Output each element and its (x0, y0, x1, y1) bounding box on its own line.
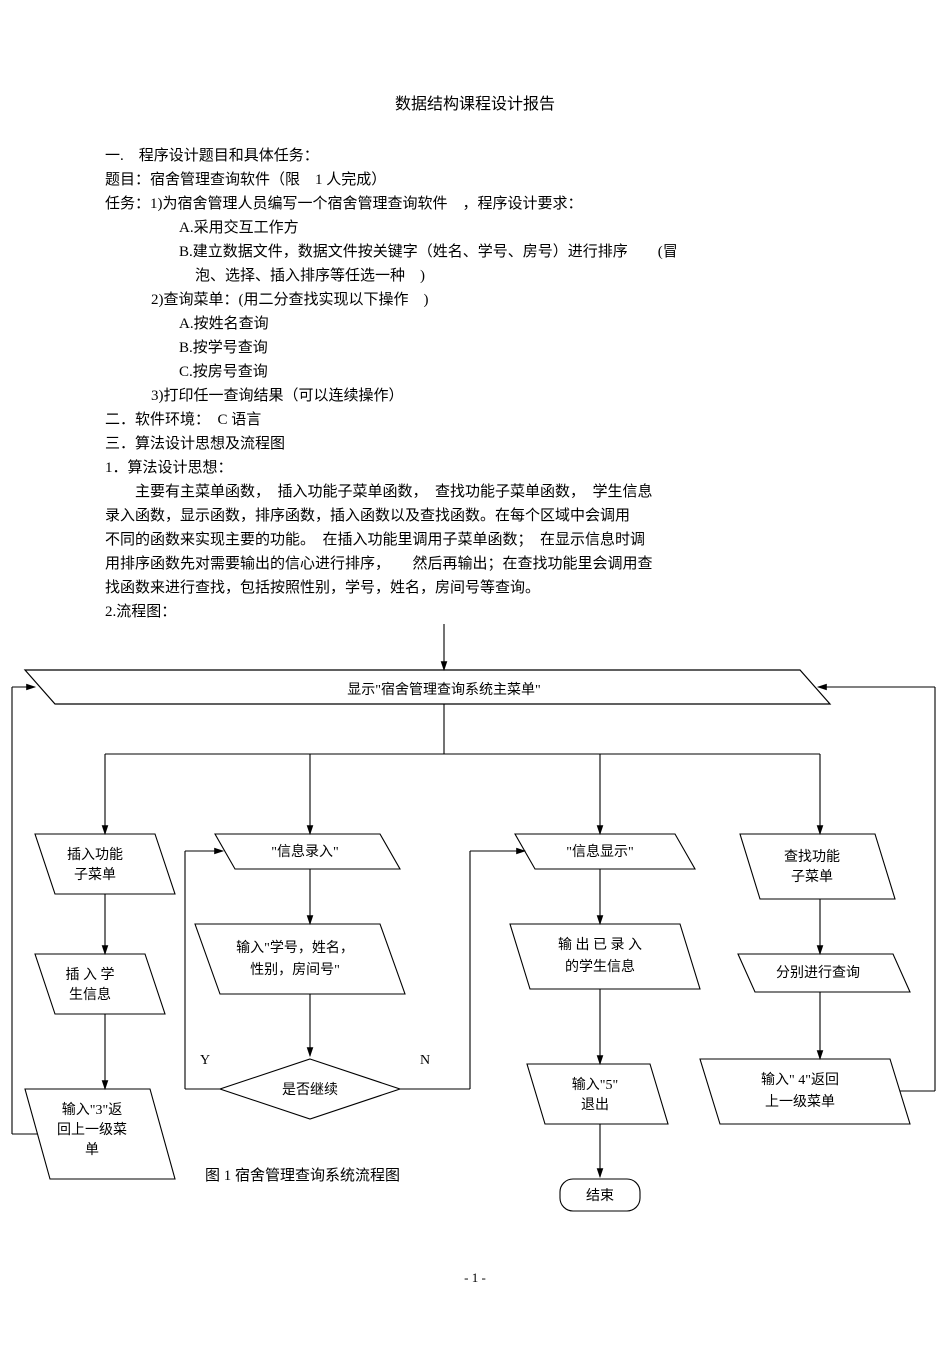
label: 的学生信息 (565, 958, 635, 975)
label: 是否继续 (282, 1081, 338, 1098)
page-number: - 1 - (105, 1270, 845, 1286)
node-insert-submenu (35, 834, 175, 894)
line: 主要有主菜单函数， 插入功能子菜单函数， 查找功能子菜单函数， 学生信息 (105, 480, 845, 504)
line: 录入函数，显示函数，排序函数，插入函数以及查找函数。在每个区域中会调用 (105, 504, 845, 528)
line: 2)查询菜单：(用二分查找实现以下操作 ) (105, 288, 845, 312)
line: B.按学号查询 (105, 336, 845, 360)
label: 输 出 已 录 入 (558, 937, 642, 953)
line: 找函数来进行查找，包括按照性别，学号，姓名，房间号等查询。 (105, 576, 845, 600)
label: 退出 (581, 1097, 609, 1113)
label-n: N (420, 1053, 430, 1068)
line: 泡、选择、插入排序等任选一种 ) (105, 264, 845, 288)
label: 输入"3"返 (62, 1102, 122, 1118)
figure-caption: 图 1 宿舍管理查询系统流程图 (205, 1164, 400, 1185)
label: 单 (85, 1142, 99, 1158)
flowchart-svg: 显示"宿舍管理查询系统主菜单" 插入功能 子菜单 插 入 学 生信息 输入"3"… (0, 624, 950, 1264)
label: 结束 (586, 1188, 614, 1204)
line: 用排序函数先对需要输出的信心进行排序， 然后再输出；在查找功能里会调用查 (105, 552, 845, 576)
line: B.建立数据文件，数据文件按关键字（姓名、学号、房号）进行排序 (冒 (105, 240, 845, 264)
line: 不同的函数来实现主要的功能。 在插入功能里调用子菜单函数； 在显示信息时调 (105, 528, 845, 552)
line: 三．算法设计思想及流程图 (105, 432, 845, 456)
line: C.按房号查询 (105, 360, 845, 384)
doc-title: 数据结构课程设计报告 (105, 90, 845, 114)
node-input-fields (195, 924, 405, 994)
label: 子菜单 (791, 869, 833, 885)
label: "信息录入" (271, 843, 338, 860)
label: 插入功能 (67, 847, 123, 863)
node-output-students (510, 924, 700, 989)
body-text: 一. 程序设计题目和具体任务： 题目：宿舍管理查询软件（限 1 人完成） 任务：… (105, 144, 845, 624)
line: 题目：宿舍管理查询软件（限 1 人完成） (105, 168, 845, 192)
line: 2.流程图： (105, 600, 845, 624)
line: A.按姓名查询 (105, 312, 845, 336)
node-search-submenu (740, 834, 895, 899)
line: A.采用交互工作方 (105, 216, 845, 240)
label: 插 入 学 (66, 967, 115, 983)
line: 3)打印任一查询结果（可以连续操作） (105, 384, 845, 408)
node-insert-student (35, 954, 165, 1014)
label: 子菜单 (74, 867, 116, 883)
label: "信息显示" (566, 843, 633, 860)
label: 生信息 (69, 986, 111, 1003)
label: 输入"学号，姓名， (236, 940, 354, 956)
node-input-4 (700, 1059, 910, 1124)
line: 二．软件环境： C 语言 (105, 408, 845, 432)
line: 1．算法设计思想： (105, 456, 845, 480)
label: 输入" 4"返回 (761, 1072, 839, 1088)
line: 任务：1)为宿舍管理人员编写一个宿舍管理查询软件 ，程序设计要求： (105, 192, 845, 216)
label: 分别进行查询 (776, 965, 860, 981)
label-y: Y (200, 1053, 210, 1068)
node-input-5 (527, 1064, 668, 1124)
line: 一. 程序设计题目和具体任务： (105, 144, 845, 168)
flowchart: 显示"宿舍管理查询系统主菜单" 插入功能 子菜单 插 入 学 生信息 输入"3"… (0, 624, 950, 1264)
label: 查找功能 (784, 849, 840, 865)
label: 回上一级菜 (57, 1122, 127, 1138)
label: 性别，房间号" (250, 962, 340, 978)
label: 上一级菜单 (765, 1094, 835, 1110)
label-main-menu: 显示"宿舍管理查询系统主菜单" (347, 681, 540, 698)
label: 输入"5" (572, 1077, 618, 1093)
